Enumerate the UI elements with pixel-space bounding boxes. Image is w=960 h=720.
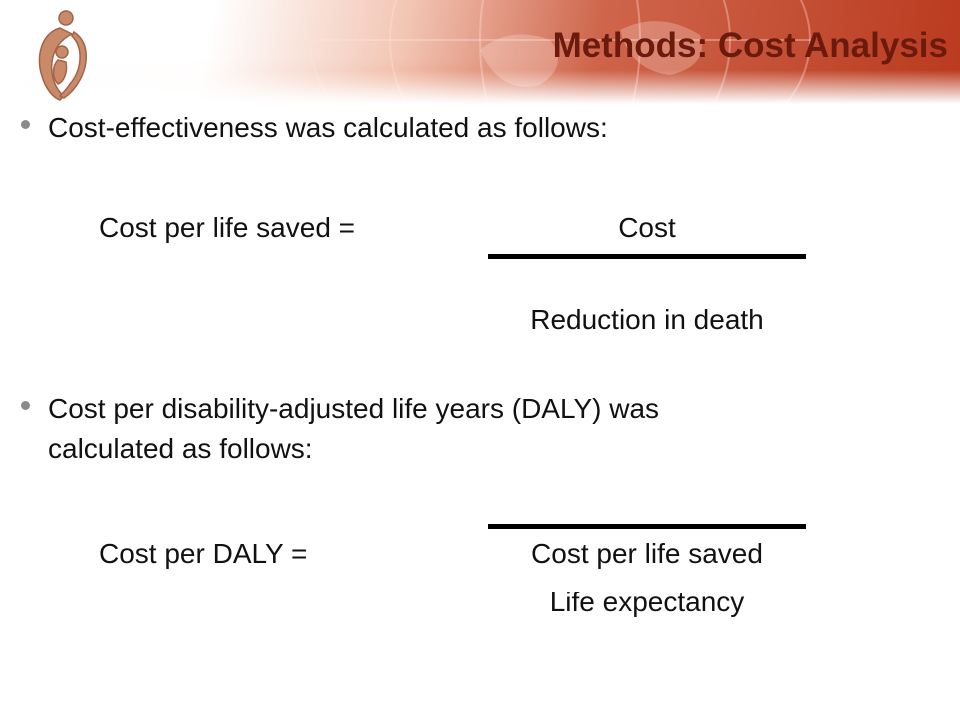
bullet-text-2-line1: Cost per disability-adjusted life years … [48,393,660,424]
slide-title: Methods: Cost Analysis [552,26,948,65]
bullet-marker-1 [21,120,30,129]
formula2-lhs: Cost per DALY = [99,538,308,569]
formula2-numerator: Cost per life saved [531,538,763,569]
formula1-fraction-bar [488,254,806,259]
globe-watermark [309,0,811,104]
header-fade [0,70,960,104]
formula1-denominator: Reduction in death [530,304,764,335]
slide-header: Methods: Cost Analysis [0,0,960,104]
bullet-text-1: Cost-effectiveness was calculated as fol… [48,112,608,143]
bullet-text-2-line2: calculated as follows: [48,433,313,464]
formula1-lhs: Cost per life saved = [99,212,356,243]
mother-child-logo-icon [38,10,87,101]
denominator-overlap-mask [488,580,806,592]
formula2-fraction-bar [488,524,806,529]
formula1-numerator: Cost [618,212,676,243]
bullet-marker-2 [21,401,30,410]
